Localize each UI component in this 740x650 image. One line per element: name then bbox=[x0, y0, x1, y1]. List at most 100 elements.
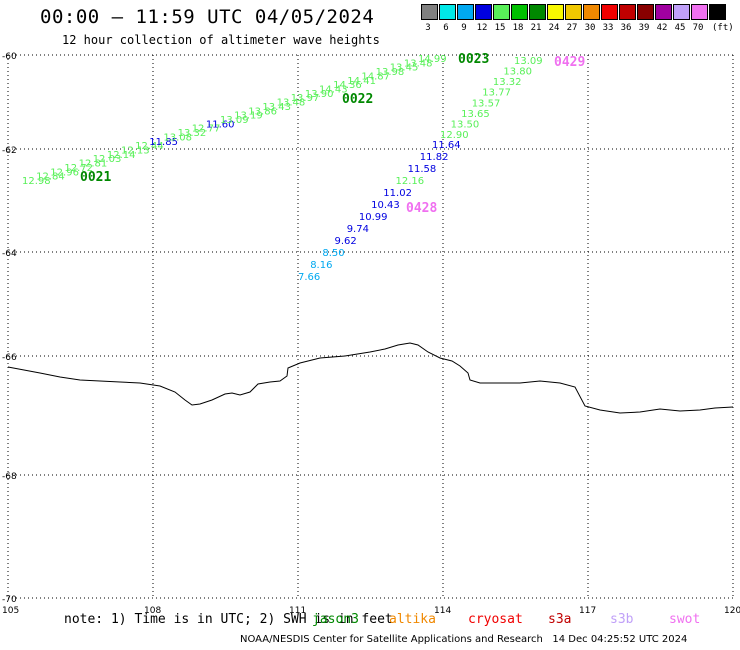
legend-swatch bbox=[655, 4, 672, 20]
wave-height-value: 13.80 bbox=[503, 67, 532, 78]
legend-swatch bbox=[709, 4, 726, 20]
legend-swatch bbox=[601, 4, 618, 20]
legend-label: 36 bbox=[620, 23, 632, 33]
longitude-tick-label: 108 bbox=[144, 606, 161, 616]
wave-height-value: 13.86 bbox=[248, 106, 277, 117]
wave-height-value: 12.03 bbox=[93, 154, 122, 165]
axis-ticks: 105 108 111 114 117 120 -60 -62 -64 -66 -68 -70 bbox=[2, 52, 740, 616]
wave-height-value: 14.87 bbox=[361, 71, 390, 82]
wave-height-value: 13.19 bbox=[234, 111, 263, 122]
wave-height-value: 12.13 bbox=[121, 146, 150, 157]
longitude-tick-label: 105 bbox=[2, 606, 19, 616]
wave-height-value: 12.90 bbox=[440, 130, 469, 141]
altimeter-tracks: 12.9812.8412.9612.7212.8112.0312.1412.13… bbox=[22, 52, 585, 283]
wave-height-value: 12.84 bbox=[36, 172, 65, 183]
legend-swatch bbox=[457, 4, 474, 20]
wave-height-value: 12.96 bbox=[50, 167, 79, 178]
legend-swatch bbox=[511, 4, 528, 20]
pass-label: 0428 bbox=[406, 201, 437, 216]
legend-swatch bbox=[547, 4, 564, 20]
legend-swatch bbox=[493, 4, 510, 20]
wave-height-value: 13.09 bbox=[514, 56, 543, 67]
longitude-tick-label: 114 bbox=[434, 606, 451, 616]
legend-label: 70 bbox=[692, 23, 704, 33]
latitude-tick-label: -68 bbox=[2, 472, 17, 482]
legend-label: 30 bbox=[584, 23, 596, 33]
legend-swatch bbox=[637, 4, 654, 20]
latitude-tick-label: -62 bbox=[2, 146, 17, 156]
latitude-tick-label: -60 bbox=[2, 52, 17, 62]
wave-height-value: 13.45 bbox=[390, 63, 419, 74]
wave-height-value: 11.82 bbox=[420, 152, 449, 163]
legend-label: 21 bbox=[530, 23, 542, 33]
latitude-tick-label: -64 bbox=[2, 249, 17, 259]
wave-height-value: 12.77 bbox=[192, 124, 221, 135]
page-title: 00:00 – 11:59 UTC 04/05/2024 bbox=[40, 6, 375, 28]
wave-height-value: 13.32 bbox=[178, 128, 207, 139]
latitude-tick-label: -70 bbox=[2, 595, 17, 605]
wave-height-value: 8.16 bbox=[310, 260, 332, 271]
wave-height-value: 11.58 bbox=[408, 164, 437, 175]
legend-label: 42 bbox=[656, 23, 668, 33]
legend-swatch bbox=[439, 4, 456, 20]
legend-swatch bbox=[673, 4, 690, 20]
wave-height-value: 12.14 bbox=[107, 150, 136, 161]
wave-height-value: 11.85 bbox=[149, 137, 178, 148]
legend-label: 45 bbox=[674, 23, 686, 33]
coastline-path bbox=[7, 342, 734, 414]
legend-swatch bbox=[691, 4, 708, 20]
wave-height-value: 13.43 bbox=[262, 102, 291, 113]
longitude-tick-label: 120 bbox=[724, 606, 740, 616]
pass-label: 0021 bbox=[80, 170, 111, 185]
wave-height-value: 7.66 bbox=[298, 272, 320, 283]
legend-label: 3 bbox=[425, 23, 431, 33]
wave-height-value: 13.32 bbox=[493, 77, 522, 88]
wave-height-value: 13.08 bbox=[163, 132, 192, 143]
legend-label: 27 bbox=[566, 23, 578, 33]
wave-height-value: 12.16 bbox=[396, 176, 425, 187]
wave-height-value: 12.44 bbox=[135, 141, 164, 152]
legend-label: 15 bbox=[494, 23, 506, 33]
coastline bbox=[7, 342, 734, 414]
latitude-tick-label: -66 bbox=[2, 353, 17, 363]
wave-height-value: 13.50 bbox=[451, 119, 480, 130]
wave-height-value: 13.77 bbox=[482, 88, 511, 99]
wave-height-value: 13.65 bbox=[461, 109, 490, 120]
satellite-name: s3a bbox=[548, 612, 572, 627]
legend-label: 9 bbox=[461, 23, 467, 33]
wave-height-value: 8.50 bbox=[322, 248, 344, 259]
wave-height-value: 13.48 bbox=[277, 98, 306, 109]
wave-height-value: 11.02 bbox=[383, 188, 412, 199]
legend-label: (ft) bbox=[712, 23, 734, 33]
page-subtitle: 12 hour collection of altimeter wave hei… bbox=[62, 33, 380, 47]
longitude-tick-label: 111 bbox=[289, 606, 306, 616]
satellite-name: cryosat bbox=[468, 612, 523, 627]
wave-height-value: 13.97 bbox=[291, 93, 320, 104]
footer-note: note: 1) Time is in UTC; 2) SWH is in fe… bbox=[64, 612, 393, 627]
pass-label: 0429 bbox=[554, 55, 585, 70]
legend-swatch bbox=[475, 4, 492, 20]
wave-height-value: 12.98 bbox=[22, 176, 51, 187]
legend-swatch bbox=[529, 4, 546, 20]
wave-height-value: 13.90 bbox=[305, 89, 334, 100]
wave-height-value: 10.99 bbox=[359, 212, 388, 223]
wave-height-value: 10.43 bbox=[371, 200, 400, 211]
credits: NOAA/NESDIS Center for Satellite Applica… bbox=[240, 634, 688, 645]
legend-swatch bbox=[619, 4, 636, 20]
wave-height-value: 13.48 bbox=[404, 58, 433, 69]
wave-height-value: 12.72 bbox=[64, 163, 93, 174]
pass-label: 0022 bbox=[342, 92, 373, 107]
wave-height-value: 14.99 bbox=[418, 54, 447, 65]
wave-height-value: 13.09 bbox=[220, 115, 249, 126]
legend-label: 18 bbox=[512, 23, 524, 33]
satellite-name: s3b bbox=[610, 612, 634, 627]
legend-label: 6 bbox=[443, 23, 449, 33]
legend-label: 12 bbox=[476, 23, 488, 33]
wave-height-value: 14.36 bbox=[333, 80, 362, 91]
legend-swatch bbox=[565, 4, 582, 20]
longitude-tick-label: 117 bbox=[579, 606, 596, 616]
wave-height-value: 13.98 bbox=[376, 67, 405, 78]
legend-label: 33 bbox=[602, 23, 614, 33]
wave-height-value: 9.62 bbox=[335, 236, 357, 247]
